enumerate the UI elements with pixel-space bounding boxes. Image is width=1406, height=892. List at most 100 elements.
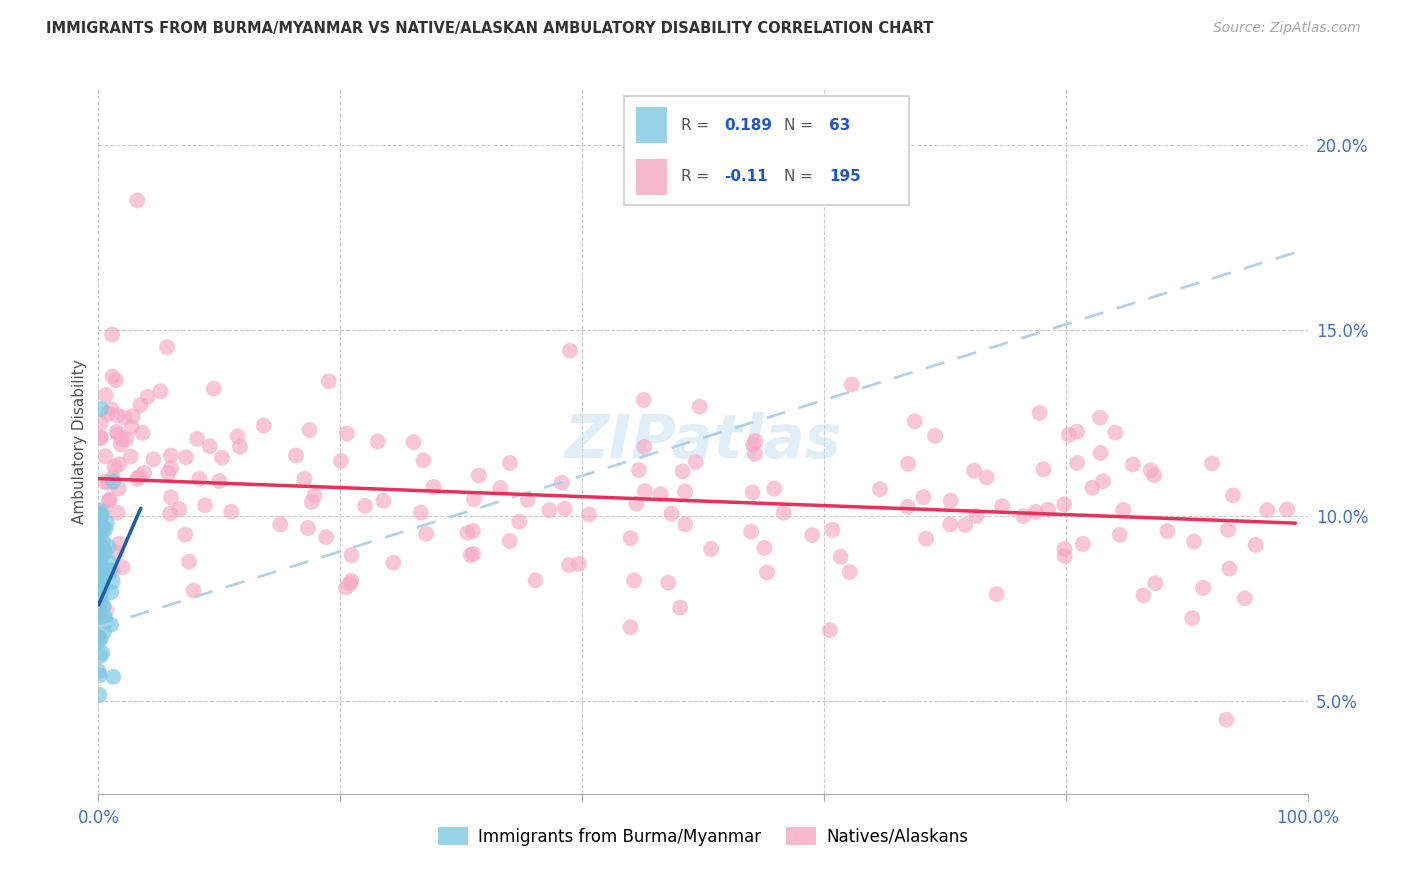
Point	[94, 567, 117, 582]
Point	[101, 369, 124, 384]
Point	[160, 449, 183, 463]
Point	[89, 604, 111, 618]
Point	[89, 604, 111, 618]
Point	[1108, 528, 1130, 542]
Point	[149, 384, 172, 399]
Point	[87, 634, 110, 648]
Point	[101, 327, 124, 342]
Point	[111, 432, 134, 446]
Point	[169, 502, 191, 516]
Point	[354, 499, 377, 513]
Point	[1071, 537, 1094, 551]
Point	[818, 624, 841, 638]
Point	[94, 522, 117, 536]
Point	[422, 480, 444, 494]
Point	[186, 432, 208, 446]
Point	[1143, 468, 1166, 483]
Point	[94, 388, 117, 402]
Point	[524, 574, 547, 588]
Point	[108, 482, 131, 496]
Point	[93, 624, 115, 639]
Point	[93, 599, 115, 614]
Point	[94, 610, 117, 624]
Point	[623, 574, 645, 588]
Point	[568, 557, 591, 571]
Point	[489, 481, 512, 495]
Point	[924, 429, 946, 443]
Point	[229, 440, 252, 454]
Point	[335, 581, 357, 595]
Point	[499, 456, 522, 470]
Point	[740, 524, 762, 539]
Point	[120, 450, 142, 464]
Point	[915, 532, 938, 546]
Point	[89, 520, 111, 534]
Point	[409, 506, 432, 520]
Point	[619, 531, 641, 545]
Point	[457, 525, 479, 540]
Point	[1275, 502, 1298, 516]
Point	[755, 566, 778, 580]
Point	[463, 492, 485, 507]
Point	[340, 548, 363, 562]
Point	[105, 409, 128, 423]
Point	[1032, 462, 1054, 476]
Point	[367, 434, 389, 449]
Point	[97, 475, 120, 490]
Point	[869, 483, 891, 497]
Point	[87, 613, 110, 627]
Point	[744, 447, 766, 461]
Point	[91, 521, 114, 535]
Point	[318, 374, 340, 388]
Point	[91, 582, 114, 597]
Point	[801, 528, 824, 542]
Point	[91, 524, 114, 539]
Point	[110, 437, 132, 451]
Point	[105, 545, 128, 559]
Point	[754, 541, 776, 555]
Point	[101, 470, 124, 484]
Point	[830, 549, 852, 564]
Point	[125, 472, 148, 486]
Point	[661, 507, 683, 521]
Point	[104, 373, 127, 387]
Point	[90, 594, 112, 608]
Point	[87, 542, 110, 557]
Point	[90, 632, 112, 646]
Point	[626, 497, 648, 511]
Point	[1222, 488, 1244, 502]
Point	[93, 475, 115, 489]
Point	[183, 583, 205, 598]
Point	[98, 492, 121, 507]
Point	[202, 382, 225, 396]
Point	[1132, 589, 1154, 603]
Point	[463, 547, 485, 561]
Point	[87, 574, 110, 588]
Point	[91, 549, 114, 563]
Point	[105, 425, 128, 439]
Point	[90, 578, 112, 592]
Point	[1104, 425, 1126, 440]
Point	[1256, 503, 1278, 517]
Point	[1053, 497, 1076, 511]
Point	[558, 343, 581, 358]
Point	[619, 620, 641, 634]
Point	[1244, 538, 1267, 552]
Point	[91, 542, 114, 557]
Point	[558, 558, 581, 572]
Point	[763, 482, 786, 496]
Point	[897, 500, 920, 514]
Point	[89, 553, 111, 567]
Point	[90, 559, 112, 574]
Point	[741, 485, 763, 500]
Point	[103, 459, 125, 474]
Point	[373, 493, 395, 508]
Point	[297, 521, 319, 535]
Point	[1156, 524, 1178, 538]
Point	[89, 503, 111, 517]
Point	[294, 472, 316, 486]
Point	[700, 541, 723, 556]
Point	[508, 515, 530, 529]
Point	[671, 464, 693, 478]
Point	[986, 587, 1008, 601]
